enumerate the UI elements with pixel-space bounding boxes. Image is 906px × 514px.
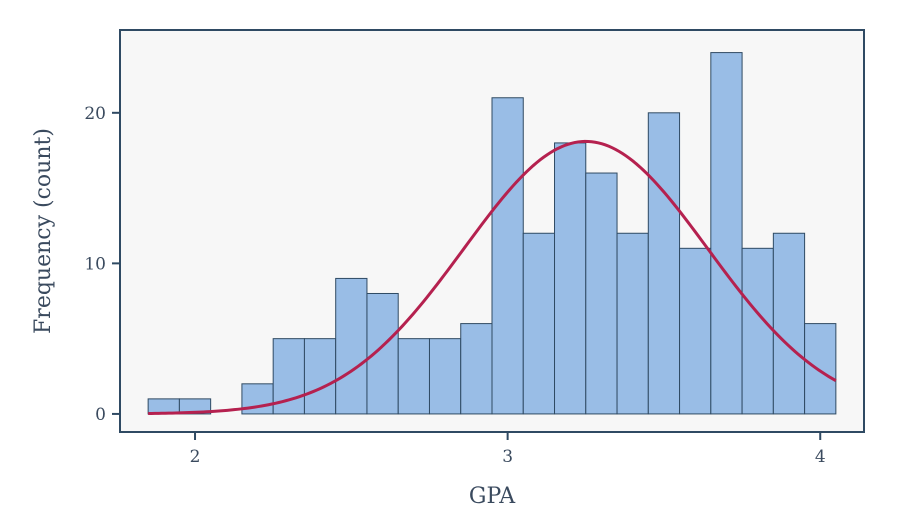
y-tick-label: 0 xyxy=(95,405,106,425)
y-axis: 0 10 20 xyxy=(84,104,120,425)
x-tick-label: 4 xyxy=(815,447,826,467)
histogram-bar xyxy=(804,323,837,415)
histogram-bar xyxy=(428,338,462,415)
density-curve xyxy=(148,139,837,415)
histogram-bar xyxy=(178,398,212,415)
histogram-bar xyxy=(554,142,587,415)
plot-frame xyxy=(119,29,865,433)
histogram-bar xyxy=(460,323,493,415)
histogram-bar xyxy=(272,338,305,415)
y-axis-title: Frequency (count) xyxy=(31,128,56,334)
histogram-bars xyxy=(147,52,837,415)
histogram-bar xyxy=(741,247,774,415)
x-tick-label: 3 xyxy=(502,447,513,467)
histogram-bar xyxy=(647,112,681,415)
x-axis: 2 3 4 xyxy=(190,432,826,467)
histogram-bar xyxy=(397,338,430,415)
histogram-bar xyxy=(772,232,806,415)
y-tick-label: 20 xyxy=(84,104,106,124)
histogram-bar xyxy=(335,277,368,415)
histogram-bar xyxy=(303,338,337,415)
histogram-bar xyxy=(616,232,649,415)
histogram-bar xyxy=(491,97,524,415)
histogram-bar xyxy=(679,247,712,415)
histogram-bar xyxy=(710,52,743,415)
y-tick-label: 10 xyxy=(84,254,106,274)
x-tick-label: 2 xyxy=(190,447,201,467)
histogram-bar xyxy=(522,232,556,415)
histogram-bar xyxy=(585,172,618,415)
x-axis-title: GPA xyxy=(469,484,516,509)
